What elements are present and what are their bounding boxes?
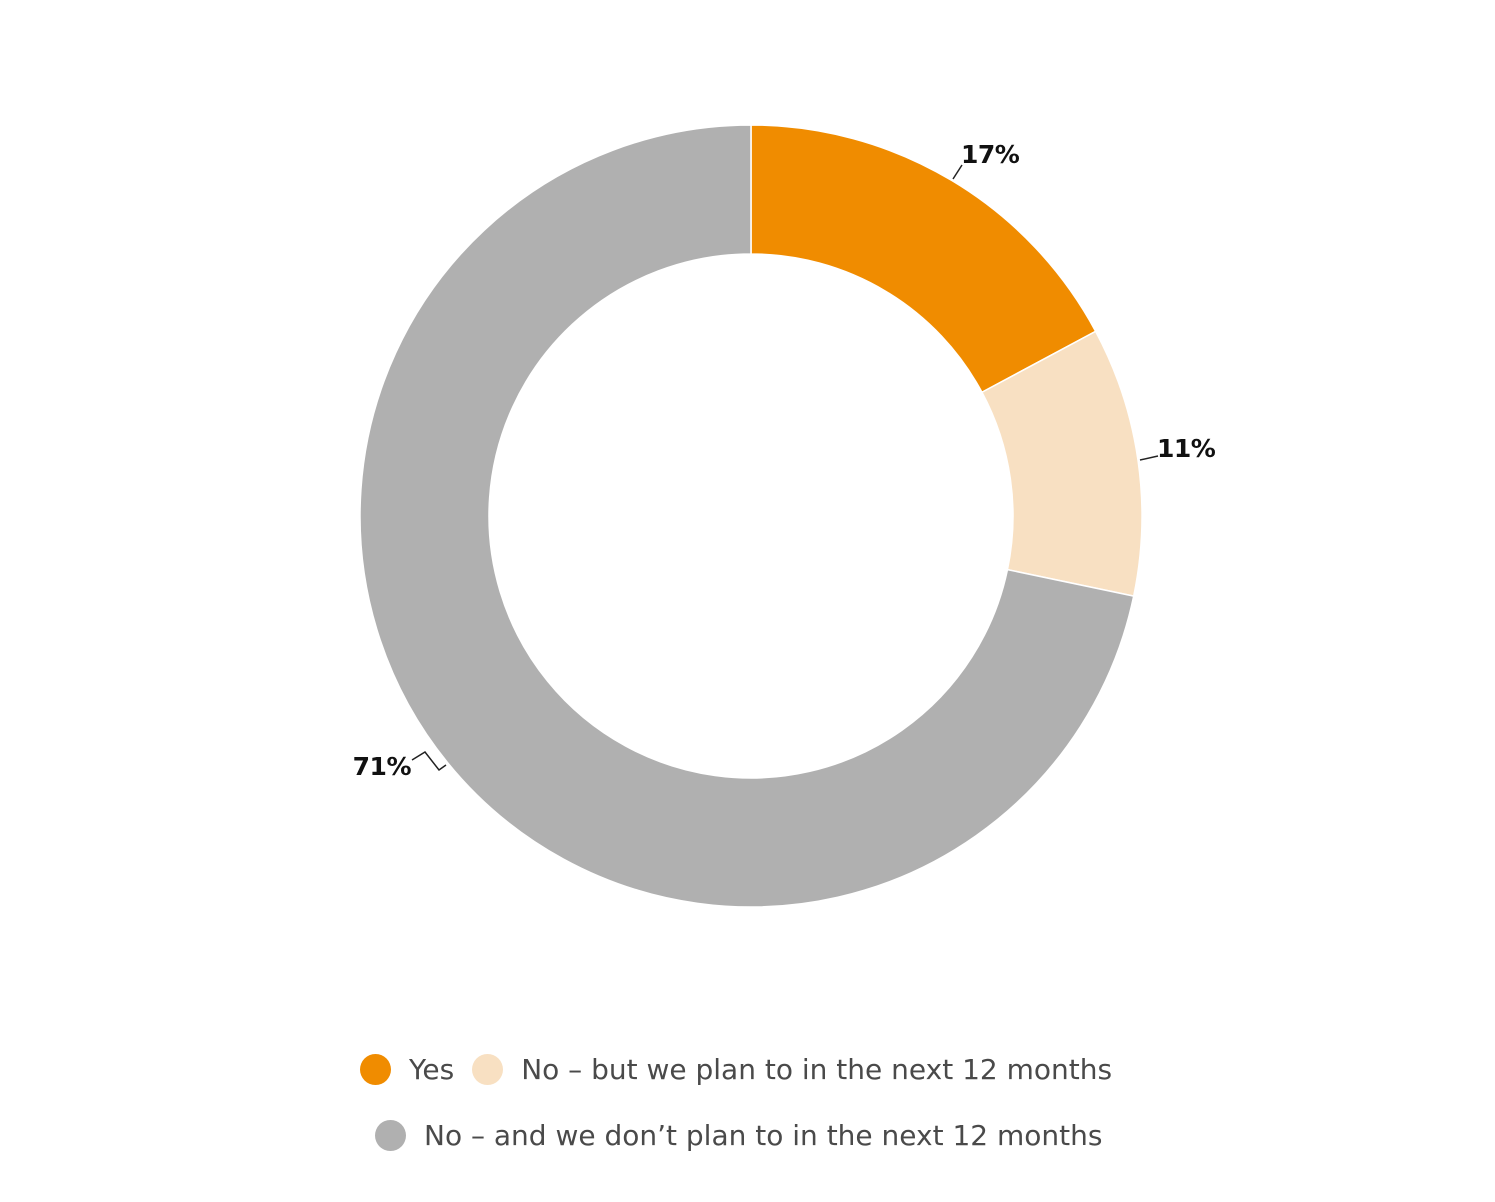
leader-line-yes — [952, 164, 963, 180]
legend-swatch-no-plan — [472, 1054, 504, 1085]
donut-slice-yes — [750, 124, 1097, 394]
donut-data-labels: 17% 11% 71% — [353, 140, 1217, 781]
donut-slices — [359, 124, 1143, 908]
legend-row-2: No – and we don’t plan to in the next 12… — [375, 1119, 1120, 1152]
legend-item-no-no-plan: No – and we don’t plan to in the next 12… — [375, 1119, 1102, 1152]
legend-row-1: Yes No – but we plan to in the next 12 m… — [360, 1053, 1130, 1086]
data-label-yes: 17% — [961, 140, 1020, 169]
donut-slice-no-no-plan — [359, 124, 1135, 908]
leader-line-no-plan — [1139, 455, 1159, 461]
legend-label-no-plan: No – but we plan to in the next 12 month… — [521, 1053, 1113, 1086]
legend-label-yes: Yes — [409, 1053, 455, 1086]
legend-item-no-plan: No – but we plan to in the next 12 month… — [472, 1053, 1112, 1086]
data-label-no-no-plan: 71% — [353, 752, 412, 781]
legend-swatch-yes — [360, 1054, 391, 1085]
legend-label-no-no-plan: No – and we don’t plan to in the next 12… — [424, 1119, 1103, 1152]
data-label-no-plan: 11% — [1157, 434, 1216, 463]
leader-line-no-no-plan — [411, 751, 447, 772]
legend-item-yes: Yes — [360, 1053, 454, 1086]
legend-swatch-no-no-plan — [375, 1120, 406, 1151]
